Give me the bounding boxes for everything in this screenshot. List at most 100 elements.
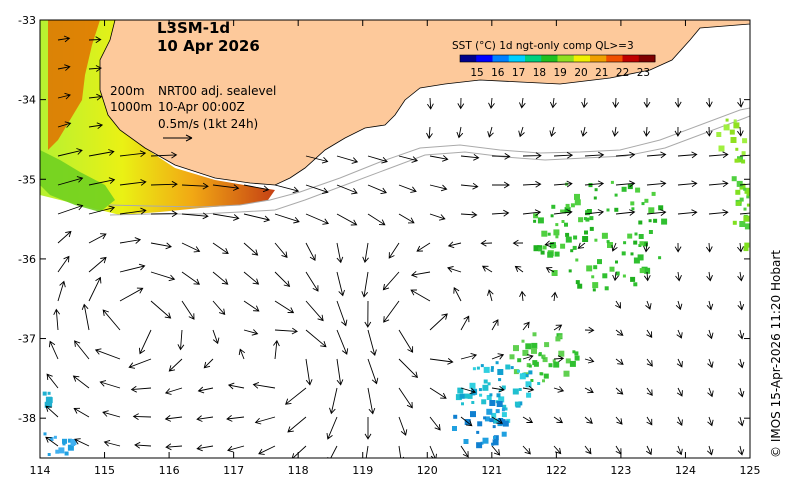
current-arrow [460, 445, 469, 458]
y-tick-label: -38 [18, 412, 36, 425]
current-arrow [580, 126, 588, 137]
sst-pixel [555, 336, 561, 342]
sst-pixel [585, 210, 591, 216]
current-arrow [367, 184, 387, 195]
current-arrow [676, 416, 683, 427]
sst-pixel [470, 411, 476, 418]
current-arrow [612, 97, 620, 109]
sst-pixel [729, 129, 735, 135]
sst-pixel [480, 364, 484, 368]
sst-pixel [459, 393, 465, 399]
sst-pixel [644, 198, 649, 203]
current-arrow [460, 315, 470, 331]
sst-pixel [658, 205, 664, 211]
current-arrow [134, 441, 152, 449]
sst-pixel [560, 243, 566, 249]
sst-pixel [554, 251, 560, 257]
current-arrow [707, 416, 714, 427]
current-arrow [460, 182, 479, 190]
sst-pixel [558, 334, 563, 339]
current-arrow [150, 151, 178, 159]
sst-pixel [743, 215, 750, 222]
sst-pixel [476, 366, 480, 370]
sst-pixel [733, 119, 737, 123]
sst-pixel [623, 241, 627, 245]
current-arrow [706, 271, 713, 282]
current-arrow [615, 416, 623, 425]
x-tick-label: 120 [417, 464, 438, 477]
sst-pixel [642, 241, 648, 247]
current-arrow [305, 358, 313, 386]
current-arrow [138, 329, 152, 355]
current-arrow [273, 339, 280, 360]
sst-pixel [509, 354, 515, 360]
current-arrow [99, 380, 121, 389]
sst-pixel [521, 339, 525, 343]
sst-pixel [505, 364, 511, 370]
sst-pixel [483, 366, 490, 373]
sst-pixel [633, 257, 640, 264]
sst-pixel [594, 188, 598, 192]
current-arrow [367, 387, 376, 415]
current-arrow [615, 151, 636, 159]
current-arrow [707, 358, 714, 369]
current-arrow [491, 445, 501, 456]
scale-arrow [163, 134, 193, 142]
sst-pixel [62, 438, 67, 444]
current-arrow [119, 179, 147, 186]
current-arrow [676, 387, 683, 397]
current-arrow [291, 445, 307, 458]
sst-pixel [591, 275, 595, 279]
sst-pixel [548, 363, 553, 368]
sst-pixel [49, 437, 54, 441]
current-arrow [522, 416, 534, 423]
sst-pixel [547, 232, 551, 236]
sst-pixel [532, 332, 537, 337]
sst-pixel [648, 230, 653, 234]
sst-pixel [540, 250, 545, 255]
sst-pixel [455, 394, 462, 401]
sst-pixel [487, 382, 491, 386]
sst-pixel [42, 391, 47, 396]
y-tick-label: -33 [18, 14, 36, 27]
sst-pixel [633, 282, 638, 287]
sst-pixel [633, 240, 638, 245]
sst-pixel [609, 266, 615, 272]
current-arrow [584, 151, 605, 159]
current-arrow [481, 265, 493, 273]
sst-pixel [531, 347, 537, 354]
current-arrow [364, 417, 372, 440]
sst-pixel [53, 435, 57, 439]
sst-hot-core [48, 20, 100, 150]
sst-pixel [482, 384, 489, 391]
current-arrow [57, 255, 70, 273]
info-time: 10-Apr 00:00Z [158, 100, 245, 114]
sst-pixel [589, 226, 594, 231]
sst-pixel [490, 368, 494, 372]
sst-pixel [606, 208, 610, 212]
sst-pixel [739, 221, 746, 227]
current-arrow [553, 445, 562, 455]
current-arrow [429, 213, 446, 221]
current-arrow [119, 287, 144, 302]
sst-pixel [525, 381, 532, 388]
current-arrow [329, 387, 338, 415]
sst-pixel [478, 388, 482, 392]
current-arrow [460, 211, 478, 219]
current-arrow [88, 276, 102, 302]
sst-pixel [471, 391, 476, 396]
current-arrow [238, 348, 246, 360]
current-arrow [429, 184, 448, 192]
sst-pixel [555, 235, 559, 239]
current-arrow [305, 329, 327, 348]
legend-swatch [476, 55, 493, 62]
sst-pixel [718, 145, 725, 152]
current-arrow [243, 184, 270, 193]
current-arrow [305, 213, 330, 225]
current-arrow [150, 210, 178, 218]
current-arrow [367, 213, 386, 226]
current-arrow [365, 445, 369, 458]
sst-pixel [584, 230, 588, 235]
sst-pixel [525, 374, 529, 378]
